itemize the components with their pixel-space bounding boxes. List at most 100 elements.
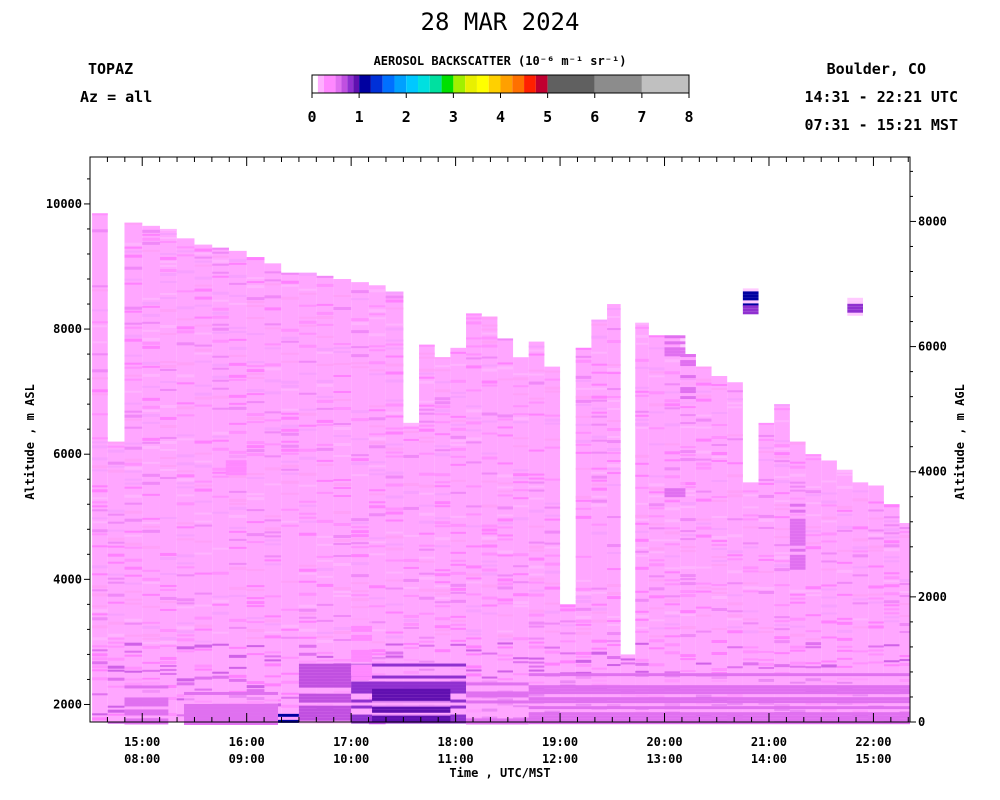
profile-column-24 [497, 338, 514, 722]
location-label: Boulder, CO [826, 60, 926, 78]
colorbar-tick-label-4: 4 [496, 108, 505, 126]
x-axis-label: Time , UTC/MST [449, 766, 551, 780]
profile-column-16 [368, 285, 386, 722]
colorbar-bin-8 [370, 75, 383, 93]
aerosol-feature-8 [664, 335, 686, 357]
x-tick-label-utc-2: 17:00 [333, 735, 369, 749]
profile-column-36 [680, 354, 696, 722]
x-tick-label-mst-3: 11:00 [438, 752, 474, 766]
colorbar-bin-19 [500, 75, 513, 93]
colorbar-bin-11 [406, 75, 419, 93]
profile-column-31 [607, 304, 621, 722]
profile-texture-42 [774, 404, 790, 723]
aerosol-feature-16 [225, 454, 247, 476]
y-right-tick-label-3: 6000 [918, 340, 947, 354]
colorbar-bin-24 [594, 75, 642, 93]
colorbar-bin-20 [512, 75, 525, 93]
colorbar-bin-18 [488, 75, 501, 93]
x-tick-label-utc-0: 15:00 [124, 735, 160, 749]
mst-time-range: 07:31 - 15:21 MST [804, 116, 958, 134]
aerosol-feature-13 [847, 297, 863, 316]
profile-column-8 [228, 250, 247, 722]
plot-frame [89, 156, 911, 723]
aerosol-feature-6 [466, 679, 529, 725]
colorbar-tick-label-5: 5 [543, 108, 552, 126]
colorbar-bin-15 [453, 75, 466, 93]
profile-column-37 [695, 366, 712, 722]
colorbar-bin-1 [317, 75, 324, 93]
page-title: 28 MAR 2024 [420, 8, 580, 36]
profile-column-47 [852, 482, 869, 722]
colorbar-bin-16 [465, 75, 477, 93]
x-tick-label-mst-2: 10:00 [333, 752, 369, 766]
profile-texture-1 [107, 441, 125, 724]
colorbar-tick-label-0: 0 [307, 108, 316, 126]
aerosol-feature-5 [372, 688, 451, 722]
x-tick-label-mst-6: 14:00 [751, 752, 787, 766]
profile-column-9 [246, 257, 265, 722]
profile-column-14 [333, 279, 352, 722]
plot-area [92, 213, 910, 725]
colorbar-bin-0 [312, 75, 318, 93]
colorbar-bin-17 [476, 75, 489, 93]
colorbar-bin-12 [418, 75, 430, 93]
aerosol-feature-10 [664, 479, 686, 501]
y-right-tick-label-4: 8000 [918, 214, 947, 228]
y-left-tick-label-1: 4000 [53, 572, 82, 586]
profile-column-4 [159, 228, 177, 722]
colorbar-tick-label-7: 7 [637, 108, 646, 126]
colorbar-bin-7 [359, 75, 371, 93]
x-tick-label-utc-3: 18:00 [438, 735, 474, 749]
x-tick-label-utc-6: 21:00 [751, 735, 787, 749]
site-name: TOPAZ [88, 60, 134, 78]
y-axis-left-label: Altitude , m ASL [23, 384, 37, 500]
aerosol-feature-3 [298, 660, 352, 724]
profile-column-10 [264, 263, 282, 722]
aerosol-feature-0 [124, 679, 169, 725]
colorbar-bin-25 [641, 75, 689, 93]
profile-column-22 [466, 313, 482, 722]
profile-texture-48 [868, 501, 884, 720]
colorbar-bin-2 [323, 75, 336, 93]
colorbar-tick-label-2: 2 [402, 108, 411, 126]
colorbar-bin-4 [341, 75, 348, 93]
x-tick-label-mst-4: 12:00 [542, 752, 578, 766]
colorbar-bin-5 [347, 75, 354, 93]
colorbar-bin-22 [535, 75, 548, 93]
profile-texture-44 [805, 454, 822, 706]
profile-texture-11 [281, 272, 299, 723]
profile-texture-3 [142, 229, 160, 721]
profile-column-50 [899, 523, 910, 722]
profile-texture-17 [385, 291, 404, 722]
profile-column-13 [316, 275, 334, 722]
colorbar-bin-23 [547, 75, 595, 93]
profile-texture-22 [466, 313, 482, 721]
profile-column-40 [742, 482, 759, 722]
aerosol-feature-14 [789, 491, 806, 570]
profile-texture-5 [176, 246, 195, 717]
x-tick-label-mst-0: 08:00 [124, 752, 160, 766]
colorbar-tick-label-3: 3 [449, 108, 458, 126]
aerosol-feature-15 [351, 616, 373, 680]
profile-column-17 [385, 291, 404, 722]
profile-texture-40 [742, 490, 759, 709]
x-tick-label-utc-4: 19:00 [542, 735, 578, 749]
profile-texture-49 [883, 504, 900, 723]
colorbar-bin-6 [353, 75, 360, 93]
profile-column-45 [821, 460, 837, 722]
colorbar-bin-21 [524, 75, 536, 93]
profile-column-33 [635, 322, 649, 722]
colorbar-bin-14 [441, 75, 454, 93]
y-left-tick-label-4: 10000 [46, 197, 82, 211]
colorbar-bin-9 [382, 75, 395, 93]
y-right-tick-label-0: 0 [918, 715, 925, 729]
profile-texture-0 [92, 213, 108, 721]
x-tick-label-mst-5: 13:00 [646, 752, 682, 766]
azimuth-label: Az = all [80, 88, 153, 106]
colorbar-tick-label-6: 6 [590, 108, 599, 126]
profile-column-25 [513, 357, 529, 722]
x-tick-label-mst-1: 09:00 [229, 752, 265, 766]
aerosol-feature-9 [680, 354, 696, 406]
